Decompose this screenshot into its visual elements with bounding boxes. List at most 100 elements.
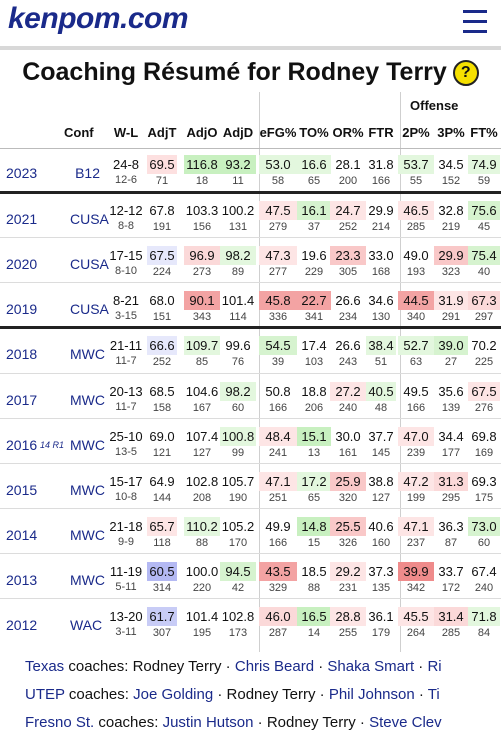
- stat-rank: 179: [371, 627, 391, 639]
- stat-rank: 158: [152, 402, 172, 414]
- column-header[interactable]: AdjT: [147, 125, 177, 140]
- year-link[interactable]: 2013: [6, 572, 38, 588]
- stat-rank: 14: [307, 627, 321, 639]
- column-header[interactable]: TO%: [299, 125, 329, 140]
- record-conference: 12-6: [114, 174, 138, 186]
- column-header[interactable]: Conf: [64, 125, 94, 140]
- year-link[interactable]: 2018: [6, 346, 38, 362]
- stat-cell: 26.6 234: [330, 291, 366, 323]
- coach-link[interactable]: Phil Johnson: [328, 686, 415, 703]
- conference-link[interactable]: WAC: [70, 617, 103, 633]
- stat-value: 49.0: [403, 248, 429, 263]
- stat-cell: 67.4 240: [468, 562, 500, 594]
- stat-value: 18.5: [301, 564, 327, 579]
- stat-cell: 28.1 200: [330, 155, 366, 187]
- stat-rank: 84: [477, 627, 491, 639]
- team-link[interactable]: Fresno St.: [25, 714, 95, 731]
- column-header[interactable]: FT%: [470, 125, 498, 140]
- stat-value: 69.0: [149, 429, 175, 444]
- year-link[interactable]: 2020: [6, 256, 38, 272]
- coach-link[interactable]: Shaka Smart: [327, 658, 415, 675]
- stat-rank: 224: [152, 266, 172, 278]
- stat-cell: 68.5 158: [147, 382, 177, 414]
- year-link[interactable]: 2016: [6, 437, 38, 453]
- coach-link[interactable]: Ti: [427, 686, 440, 703]
- help-icon[interactable]: ?: [452, 60, 479, 86]
- conference-link[interactable]: B12: [75, 165, 100, 181]
- conference-link[interactable]: MWC: [70, 346, 105, 362]
- stat-rank: 166: [268, 402, 288, 414]
- stat-value: 34.5: [438, 157, 464, 172]
- stat-value: 68.5: [149, 384, 175, 399]
- coach-link[interactable]: Chris Beard: [234, 658, 315, 675]
- stat-value: 38.4: [366, 336, 396, 355]
- stat-value: 90.1: [184, 291, 220, 310]
- coach-link[interactable]: Justin Hutson: [162, 714, 254, 731]
- stat-cell: 47.5 279: [259, 201, 297, 233]
- stat-rank: 18: [195, 175, 209, 187]
- stat-value: 100.2: [221, 203, 255, 218]
- year-link[interactable]: 2012: [6, 617, 38, 633]
- stat-value: 37.7: [368, 429, 394, 444]
- year-link[interactable]: 2023: [6, 165, 38, 181]
- row-divider: [0, 191, 501, 194]
- coach-link[interactable]: Steve Clev: [369, 714, 442, 731]
- stat-rank: 76: [231, 356, 245, 368]
- conference-link[interactable]: CUSA: [70, 256, 109, 272]
- stat-cell: 46.5 285: [398, 201, 434, 233]
- stat-cell: 37.7 145: [366, 427, 396, 459]
- column-header[interactable]: eFG%: [259, 125, 297, 140]
- section-label-offense: Offense: [410, 98, 459, 113]
- column-header[interactable]: OR%: [332, 125, 364, 140]
- stat-cell: 73.0 60: [468, 517, 500, 549]
- site-logo[interactable]: kenpom.com: [8, 2, 189, 35]
- stat-value: 68.0: [149, 293, 175, 308]
- conference-link[interactable]: MWC: [70, 482, 105, 498]
- conference-link[interactable]: MWC: [70, 392, 105, 408]
- column-header[interactable]: W-L: [113, 125, 139, 140]
- conference-link[interactable]: MWC: [70, 527, 105, 543]
- stat-rank: 206: [304, 402, 324, 414]
- stat-cell: 100.0 220: [184, 562, 220, 594]
- stat-value: 30.0: [335, 429, 361, 444]
- year-link[interactable]: 2014: [6, 527, 38, 543]
- stat-value: 67.3: [468, 291, 500, 310]
- year-link[interactable]: 2019: [6, 301, 38, 317]
- hamburger-menu-icon[interactable]: [463, 10, 487, 34]
- year-link[interactable]: 2021: [6, 211, 38, 227]
- column-header[interactable]: AdjD: [222, 125, 254, 140]
- stat-rank: 151: [152, 311, 172, 323]
- year-link[interactable]: 2017: [6, 392, 38, 408]
- stat-cell: 16.6 65: [297, 155, 331, 187]
- conference-link[interactable]: MWC: [70, 437, 105, 453]
- stat-cell: 67.3 297: [468, 291, 500, 323]
- column-header[interactable]: 2P%: [402, 125, 430, 140]
- stat-cell: 99.6 76: [220, 336, 256, 368]
- stat-value: 69.5: [147, 155, 177, 174]
- stat-cell: 27.2 240: [330, 382, 366, 414]
- stat-cell: 69.3 175: [468, 472, 500, 504]
- column-header[interactable]: AdjO: [186, 125, 218, 140]
- conference-link[interactable]: MWC: [70, 572, 105, 588]
- stat-cell: 36.3 87: [434, 517, 468, 549]
- team-link[interactable]: Texas: [25, 658, 65, 675]
- page-title-text: Coaching Résumé for Rodney Terry: [22, 58, 447, 86]
- coach-link[interactable]: Joe Golding: [133, 686, 214, 703]
- stat-rank: 279: [268, 221, 288, 233]
- stat-value: 105.7: [221, 474, 255, 489]
- stat-cell: 25.9 320: [330, 472, 366, 504]
- stat-value: 40.6: [368, 519, 394, 534]
- record-overall: 12-12: [109, 203, 143, 218]
- column-header[interactable]: 3P%: [437, 125, 465, 140]
- coach-link[interactable]: Ri: [427, 658, 442, 675]
- column-header[interactable]: FTR: [368, 125, 394, 140]
- stat-value: 33.7: [438, 564, 464, 579]
- stat-rank: 60: [477, 537, 491, 549]
- team-link[interactable]: UTEP: [25, 686, 65, 703]
- conference-link[interactable]: CUSA: [70, 211, 109, 227]
- stat-rank: 145: [371, 447, 391, 459]
- stat-cell: 38.4 51: [366, 336, 396, 368]
- conference-link[interactable]: CUSA: [70, 301, 109, 317]
- year-link[interactable]: 2015: [6, 482, 38, 498]
- stat-value: 25.5: [330, 517, 366, 536]
